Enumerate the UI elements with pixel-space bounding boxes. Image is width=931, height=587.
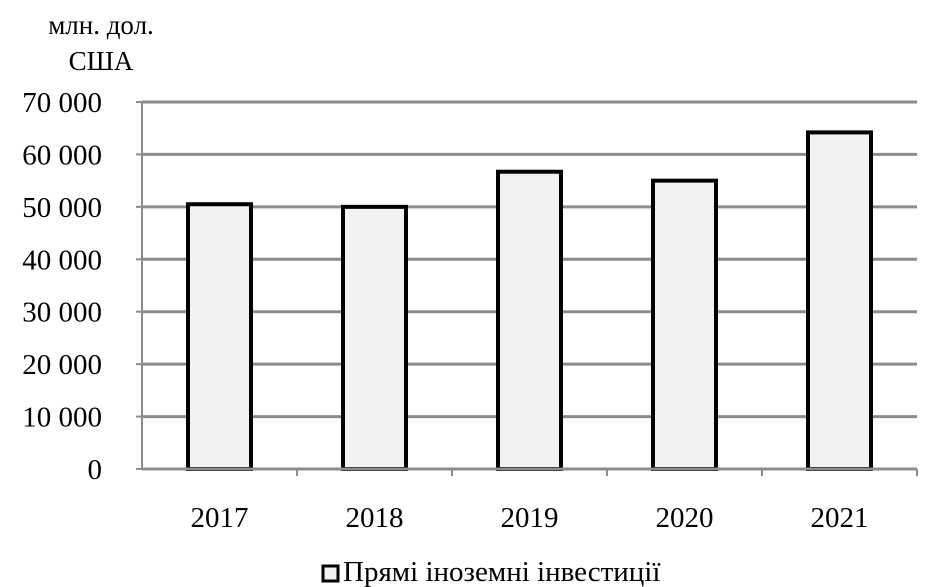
y-axis-label-line-1: млн. дол. xyxy=(48,10,154,40)
y-tick-label: 0 xyxy=(88,454,103,486)
y-tick-label: 60 000 xyxy=(22,139,102,171)
legend: Прямі іноземні інвестиції xyxy=(321,556,660,587)
bar xyxy=(186,202,253,471)
y-tick-label: 20 000 xyxy=(22,349,102,381)
y-tick-label: 70 000 xyxy=(22,87,102,119)
x-axis xyxy=(136,101,918,476)
y-tick-label: 40 000 xyxy=(22,244,102,276)
x-tick-label: 2018 xyxy=(346,502,404,534)
bars xyxy=(186,130,873,471)
x-tick-label: 2017 xyxy=(191,502,249,534)
x-tick-labels: 2017 2018 2019 2020 2021 xyxy=(191,502,869,534)
bar xyxy=(341,204,408,471)
bar xyxy=(806,130,873,471)
bar xyxy=(496,169,563,471)
y-tick-label: 10 000 xyxy=(22,402,102,434)
x-tick-label: 2020 xyxy=(656,502,714,534)
legend-label: Прямі іноземні інвестиції xyxy=(343,556,660,587)
legend-swatch xyxy=(321,564,340,583)
y-axis-label-line-2: США xyxy=(69,46,134,76)
x-tick-label: 2019 xyxy=(501,502,559,534)
y-tick-labels: 0 10 000 20 000 30 000 40 000 50 000 60 000 70 … xyxy=(22,87,102,486)
y-tick-label: 50 000 xyxy=(22,192,102,224)
y-tick-label: 30 000 xyxy=(22,297,102,329)
x-tick-label: 2021 xyxy=(811,502,869,534)
bar xyxy=(651,178,718,471)
